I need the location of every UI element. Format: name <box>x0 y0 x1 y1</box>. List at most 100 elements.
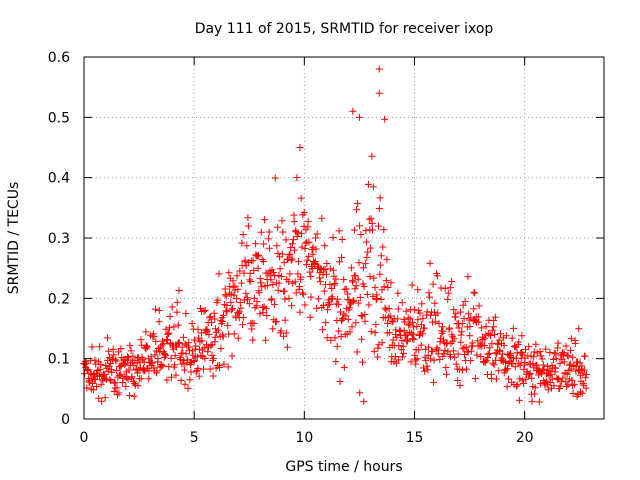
data-point <box>270 300 278 308</box>
data-point <box>305 238 313 246</box>
data-point <box>110 378 118 386</box>
data-point <box>445 324 453 332</box>
data-point <box>305 252 313 260</box>
data-point <box>265 244 273 252</box>
data-point <box>121 360 129 368</box>
data-point <box>192 368 200 376</box>
data-point <box>264 281 272 289</box>
data-point <box>542 345 550 353</box>
data-point <box>405 321 413 329</box>
data-point <box>454 376 462 384</box>
data-point <box>133 369 141 377</box>
data-point <box>356 389 364 397</box>
x-axis-label: GPS time / hours <box>285 459 402 475</box>
data-point <box>350 296 358 304</box>
data-point <box>443 370 451 378</box>
data-point <box>404 337 412 345</box>
data-point <box>255 289 263 297</box>
data-point <box>354 200 362 208</box>
data-point <box>502 366 510 374</box>
data-point <box>304 217 312 225</box>
data-point <box>456 382 464 390</box>
data-point <box>427 355 435 363</box>
data-point <box>415 346 423 354</box>
data-point <box>399 353 407 361</box>
data-point <box>227 298 235 306</box>
data-point <box>370 347 378 355</box>
data-point <box>309 250 317 258</box>
data-point <box>128 373 136 381</box>
data-point <box>564 380 572 388</box>
data-point <box>341 285 349 293</box>
data-point <box>349 298 357 306</box>
data-point <box>518 376 526 384</box>
data-point <box>511 342 519 350</box>
data-point <box>360 398 368 406</box>
data-point <box>194 325 202 333</box>
data-point <box>292 289 300 297</box>
data-point <box>191 345 199 353</box>
data-point <box>387 279 395 287</box>
data-point <box>261 216 269 224</box>
data-point <box>219 333 227 341</box>
data-point <box>582 384 590 392</box>
data-point <box>389 318 397 326</box>
data-point <box>287 256 295 264</box>
data-point <box>293 233 301 241</box>
data-point <box>244 222 252 230</box>
x-tick-label: 15 <box>406 430 424 446</box>
data-point <box>414 286 422 294</box>
data-point <box>424 343 432 351</box>
data-point <box>503 383 511 391</box>
data-point <box>361 260 369 268</box>
data-point <box>365 215 373 223</box>
data-point <box>323 260 331 268</box>
data-point <box>400 327 408 335</box>
data-point <box>178 343 186 351</box>
data-point <box>335 327 343 335</box>
data-point <box>350 226 358 234</box>
data-point <box>100 371 108 379</box>
data-point <box>278 250 286 258</box>
data-point <box>285 294 293 302</box>
data-point <box>318 214 326 222</box>
data-point <box>113 384 121 392</box>
data-point <box>221 291 229 299</box>
data-point <box>301 245 309 253</box>
data-point <box>381 314 389 322</box>
data-point <box>490 316 498 324</box>
data-point <box>313 230 321 238</box>
data-point <box>276 265 284 273</box>
data-point <box>237 279 245 287</box>
x-tick-label: 20 <box>516 430 534 446</box>
data-point <box>185 339 193 347</box>
data-point <box>333 342 341 350</box>
data-point <box>166 312 174 320</box>
data-point <box>354 299 362 307</box>
data-point <box>236 267 244 275</box>
data-point <box>447 353 455 361</box>
data-point <box>319 326 327 334</box>
data-point <box>361 310 369 318</box>
data-point <box>171 352 179 360</box>
data-point <box>110 388 118 396</box>
data-point <box>332 275 340 283</box>
data-point <box>180 366 188 374</box>
data-point <box>281 287 289 295</box>
data-point <box>473 351 481 359</box>
data-point <box>391 352 399 360</box>
data-point <box>272 317 280 325</box>
data-point <box>150 332 158 340</box>
data-point <box>456 308 464 316</box>
data-point <box>230 330 238 338</box>
data-point <box>112 356 120 364</box>
data-point <box>231 286 239 294</box>
data-point <box>107 377 115 385</box>
data-point <box>536 347 544 355</box>
data-point <box>532 340 540 348</box>
data-point <box>569 389 577 397</box>
data-point <box>450 335 458 343</box>
data-point <box>465 310 473 318</box>
data-point <box>204 348 212 356</box>
data-point <box>321 265 329 273</box>
